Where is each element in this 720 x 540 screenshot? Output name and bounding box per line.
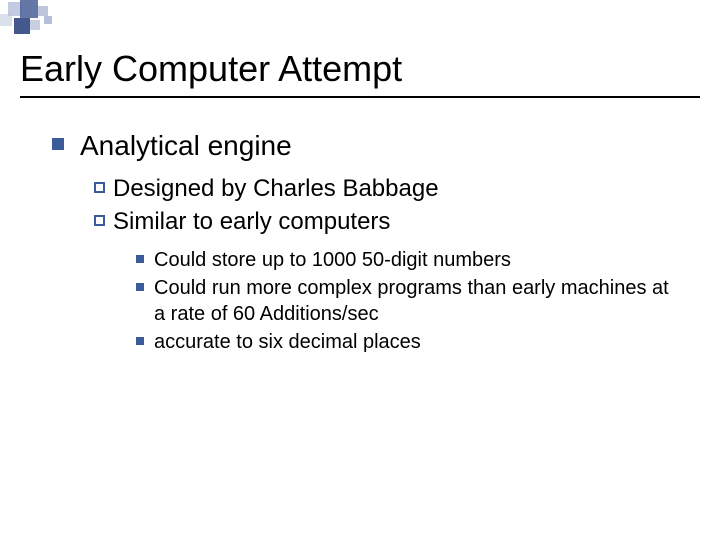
level3-text: accurate to six decimal places: [154, 329, 421, 355]
bullet-level3: Could run more complex programs than ear…: [136, 275, 682, 327]
small-square-bullet-icon: [136, 255, 144, 263]
level2-text: Similar to early computers: [113, 206, 390, 237]
level2-group: Designed by Charles Babbage Similar to e…: [94, 173, 682, 355]
bullet-level3: Could store up to 1000 50-digit numbers: [136, 247, 682, 273]
deco-square: [14, 18, 30, 34]
hollow-square-bullet-icon: [94, 215, 105, 226]
deco-square: [0, 14, 12, 26]
filled-square-bullet-icon: [52, 138, 64, 150]
level3-group: Could store up to 1000 50-digit numbers …: [136, 247, 682, 355]
small-square-bullet-icon: [136, 283, 144, 291]
hollow-square-bullet-icon: [94, 182, 105, 193]
bullet-level1: Analytical engine: [52, 128, 682, 163]
slide-content: Analytical engine Designed by Charles Ba…: [52, 128, 682, 357]
slide-title: Early Computer Attempt: [20, 48, 402, 90]
bullet-level2: Similar to early computers: [94, 206, 682, 237]
small-square-bullet-icon: [136, 337, 144, 345]
title-underline: [20, 96, 700, 98]
level2-text: Designed by Charles Babbage: [113, 173, 439, 204]
deco-square: [30, 20, 40, 30]
bullet-level2: Designed by Charles Babbage: [94, 173, 682, 204]
deco-square: [38, 6, 48, 16]
level3-text: Could run more complex programs than ear…: [154, 275, 682, 327]
deco-square: [44, 16, 52, 24]
deco-square: [20, 0, 38, 18]
corner-decoration: [0, 0, 120, 40]
level3-text: Could store up to 1000 50-digit numbers: [154, 247, 511, 273]
bullet-level3: accurate to six decimal places: [136, 329, 682, 355]
level1-text: Analytical engine: [80, 128, 292, 163]
